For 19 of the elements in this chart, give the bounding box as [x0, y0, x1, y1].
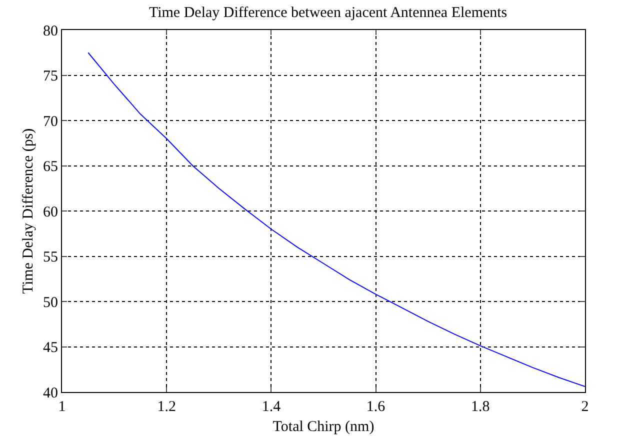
y-tick-label: 75	[43, 68, 58, 84]
x-tick-label: 1	[58, 399, 66, 415]
x-tick-label: 2	[581, 399, 589, 415]
y-axis-title: Time Delay Difference (ps)	[20, 128, 36, 294]
y-tick-label: 45	[43, 340, 58, 356]
y-tick-label: 70	[43, 114, 58, 130]
y-tick-label: 40	[43, 385, 58, 402]
y-tick-label: 65	[43, 159, 58, 175]
line-series	[88, 52, 585, 388]
y-tick-label: 50	[43, 294, 58, 311]
x-axis-title: Total Chirp (nm)	[272, 419, 374, 435]
x-tick-label: 1.2	[157, 399, 176, 415]
y-tick-label: 80	[43, 23, 58, 40]
y-tick-label: 60	[43, 204, 58, 220]
y-tick-label: 55	[43, 250, 58, 266]
x-tick-label: 1.8	[471, 399, 490, 415]
chart-title: Time Delay Difference between ajacent Antennea Elements	[148, 5, 508, 22]
x-tick-label: 1.4	[262, 399, 282, 415]
x-tick-label: 1.6	[366, 399, 386, 415]
